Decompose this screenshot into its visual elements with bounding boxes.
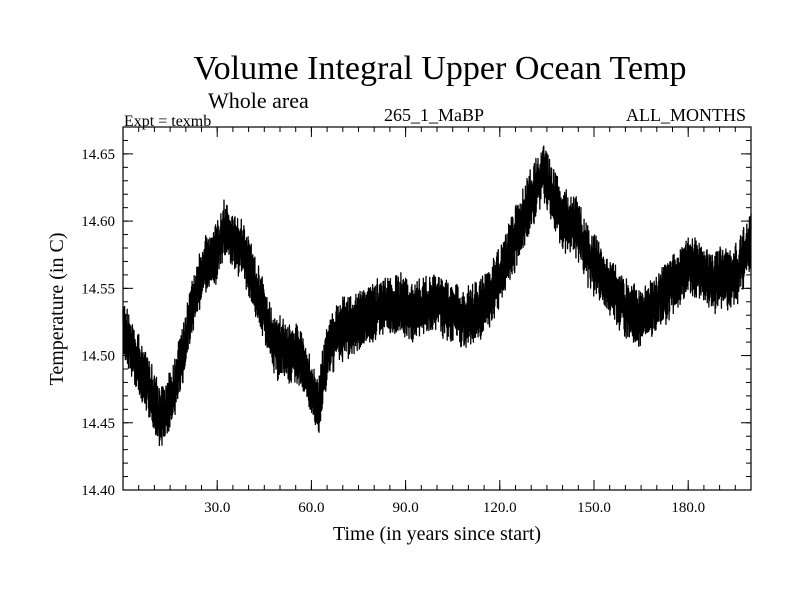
y-tick-label: 14.40 — [81, 483, 115, 499]
y-tick-label: 14.45 — [81, 416, 115, 432]
chart-title: Volume Integral Upper Ocean Temp — [193, 50, 687, 87]
y-tick-label: 14.60 — [81, 214, 115, 230]
temperature-series-line — [122, 145, 752, 447]
x-tick-label: 90.0 — [392, 500, 418, 516]
experiment-label: Expt = texmb — [124, 113, 212, 130]
y-tick-label: 14.50 — [81, 349, 115, 365]
x-tick-label: 30.0 — [204, 500, 230, 516]
months-label: ALL_MONTHS — [626, 105, 746, 125]
y-tick-label: 14.55 — [81, 281, 115, 297]
x-axis-label: Time (in years since start) — [333, 523, 541, 545]
axis-ticks — [123, 127, 751, 491]
x-tick-label: 120.0 — [483, 500, 517, 516]
x-tick-label: 150.0 — [577, 500, 611, 516]
x-tick-label: 180.0 — [671, 500, 705, 516]
tick-labels: 30.0 60.0 90.0 120.0 150.0 180.0 14.40 14.45 14.… — [81, 147, 705, 516]
case-label: 265_1_MaBP — [384, 105, 485, 125]
y-tick-label: 14.65 — [81, 147, 115, 163]
x-tick-label: 60.0 — [298, 500, 324, 516]
region-subtitle: Whole area — [208, 88, 309, 113]
y-axis-label: Temperature (in C) — [46, 233, 68, 386]
